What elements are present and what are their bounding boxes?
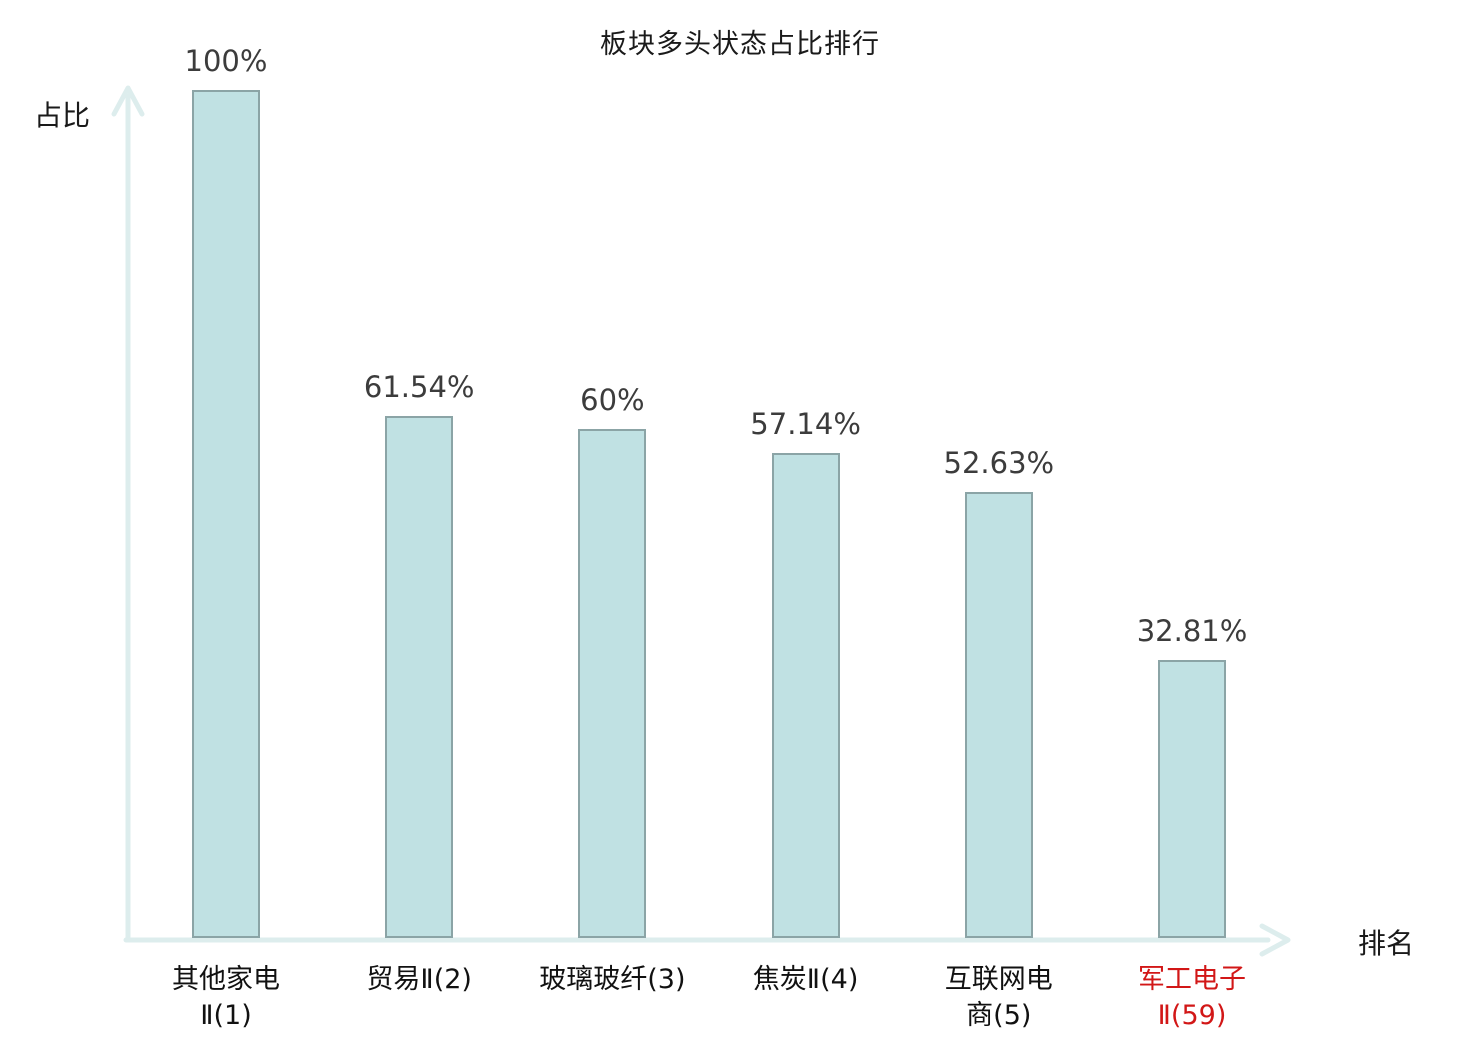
bar-value-label: 52.63% <box>943 445 1055 480</box>
category-label-line: Ⅱ(1) <box>200 1000 252 1031</box>
bar <box>192 90 260 938</box>
bar <box>385 416 454 938</box>
bar-value-label: 100% <box>184 44 268 78</box>
bar <box>964 491 1033 938</box>
category-label-line: Ⅱ(59) <box>1157 1000 1227 1031</box>
x-axis-arrow-icon <box>1259 923 1291 957</box>
bar-category-label: 互联网电商(5) <box>879 962 1119 1034</box>
category-label-line: 商(5) <box>966 1000 1032 1031</box>
category-label-line: 互联网电 <box>944 964 1053 995</box>
bar-category-label: 玻璃玻纤(3) <box>492 962 732 998</box>
bar <box>578 429 647 938</box>
bar <box>771 453 840 938</box>
category-label-line: 其他家电 <box>172 964 280 995</box>
bar <box>1158 659 1226 938</box>
category-label-line: 焦炭Ⅱ(4) <box>752 964 859 995</box>
bar-value-label: 60% <box>580 383 645 418</box>
category-label-line: 玻璃玻纤(3) <box>539 964 686 995</box>
chart-title: 板块多头状态占比排行 <box>600 29 880 60</box>
y-axis-label: 占比 <box>34 99 91 132</box>
bar-value-label: 57.14% <box>750 407 861 442</box>
x-axis-label: 排名 <box>1358 927 1415 960</box>
bar-category-label: 贸易Ⅱ(2) <box>299 962 539 998</box>
bar-value-label: 61.54% <box>363 370 475 405</box>
bar-category-label: 焦炭Ⅱ(4) <box>686 962 926 998</box>
category-label-line: 军工电子 <box>1138 964 1246 995</box>
category-label-line: 贸易Ⅱ(2) <box>366 964 472 995</box>
bar-category-label: 其他家电 Ⅱ(1) <box>106 962 346 1034</box>
bar-category-label-highlighted: 军工电子 Ⅱ(59) <box>1072 962 1312 1034</box>
bar-value-label: 32.81% <box>1136 613 1248 648</box>
y-axis-arrow-icon <box>111 85 145 117</box>
